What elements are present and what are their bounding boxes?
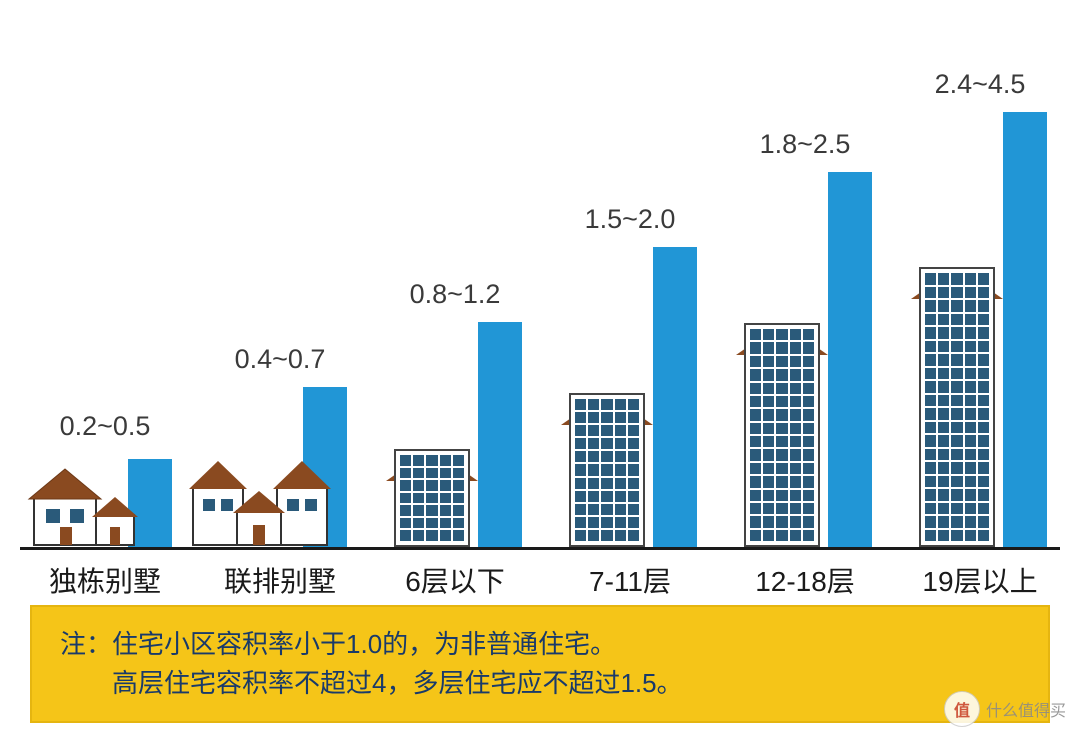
category-label-2: 联排别墅 — [195, 560, 365, 600]
category-label-6: 19层以上 — [895, 560, 1065, 600]
bar-5 — [828, 172, 872, 547]
category-label-4: 7-11层 — [545, 560, 715, 600]
value-label-1: 0.2~0.5 — [20, 411, 190, 442]
category-label-5: 12-18层 — [720, 560, 890, 600]
value-label-3: 0.8~1.2 — [370, 279, 540, 310]
note-box: 注：住宅小区容积率小于1.0的，为非普通住宅。 注：高层住宅容积率不超过4，多层… — [30, 605, 1050, 723]
building-3 — [394, 449, 470, 547]
chart-baseline — [20, 547, 1060, 550]
building-4 — [569, 393, 645, 547]
building-body — [919, 267, 995, 547]
value-label-2: 0.4~0.7 — [195, 344, 365, 375]
category-label-1: 独栋别墅 — [20, 560, 190, 600]
note-prefix: 注： — [60, 629, 112, 659]
building-2 — [189, 437, 339, 547]
note-line1: 住宅小区容积率小于1.0的，为非普通住宅。 — [112, 629, 616, 659]
watermark: 值 什么值得买 — [944, 691, 1066, 727]
watermark-text: 什么值得买 — [986, 697, 1066, 721]
value-label-4: 1.5~2.0 — [545, 204, 715, 235]
value-label-5: 1.8~2.5 — [720, 129, 890, 160]
building-body — [394, 449, 470, 547]
chart-area: 0.2~0.5 0.4~0.7 — [20, 50, 1060, 550]
building-1 — [24, 447, 144, 547]
house-icon — [24, 447, 144, 547]
townhouse-icon — [189, 437, 339, 547]
note-line2: 高层住宅容积率不超过4，多层住宅应不超过1.5。 — [112, 668, 683, 698]
building-body — [569, 393, 645, 547]
building-body — [744, 323, 820, 547]
watermark-badge-icon: 值 — [944, 691, 980, 727]
building-5 — [744, 323, 820, 547]
bar-3 — [478, 322, 522, 547]
bar-4 — [653, 247, 697, 547]
building-6 — [919, 267, 995, 547]
note-text: 注：住宅小区容积率小于1.0的，为非普通住宅。 注：高层住宅容积率不超过4，多层… — [60, 625, 1020, 703]
category-label-3: 6层以下 — [370, 560, 540, 600]
bar-6 — [1003, 112, 1047, 547]
value-label-6: 2.4~4.5 — [895, 69, 1065, 100]
